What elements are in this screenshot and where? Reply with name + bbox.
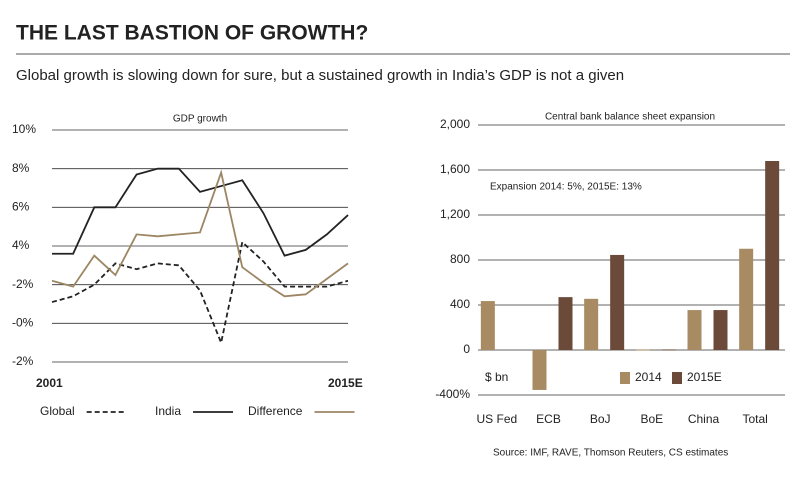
bar (584, 298, 599, 350)
y-tick-label: 2,000 (440, 117, 470, 131)
y-tick-label: -400% (435, 387, 470, 401)
y-tick-label: -0% (12, 316, 34, 330)
y-tick-label: 8% (12, 161, 30, 175)
chart-title: Central bank balance sheet expansion (545, 112, 715, 123)
y-tick-label: 1,200 (440, 207, 470, 221)
y-tick-label: 4% (12, 238, 30, 252)
annotation: $ bn (485, 370, 508, 384)
y-tick-label: -2% (12, 354, 34, 368)
bar (687, 310, 702, 350)
legend-swatch (620, 372, 630, 384)
x-tick-label: BoJ (590, 412, 611, 426)
bar (739, 248, 754, 350)
bar (713, 310, 728, 350)
subtitle: Global growth is slowing down for sure, … (16, 67, 624, 84)
bar (610, 254, 625, 350)
y-tick-label: -2% (12, 277, 34, 291)
y-tick-label: 800 (450, 252, 470, 266)
legend-label: 2015E (687, 370, 722, 384)
bar (635, 349, 650, 351)
legend-swatch (672, 372, 682, 384)
bar (661, 349, 676, 351)
y-tick-label: 400 (450, 297, 470, 311)
annotation: Expansion 2014: 5%, 2015E: 13% (490, 182, 642, 193)
x-tick-label: 2001 (36, 376, 63, 390)
y-tick-label: 0 (463, 342, 470, 356)
y-tick-label: 10% (12, 122, 36, 136)
series-line (51, 240, 349, 346)
x-tick-label: BoE (640, 412, 663, 426)
bar (480, 301, 495, 350)
bar (532, 350, 547, 390)
x-tick-label: Total (742, 412, 767, 426)
legend-label: India (155, 404, 181, 418)
page-title: THE LAST BASTION OF GROWTH? (16, 22, 368, 45)
y-tick-label: 1,600 (440, 162, 470, 176)
source: Source: IMF, RAVE, Thomson Reuters, CS e… (493, 448, 728, 459)
x-tick-label: 2015E (328, 376, 363, 390)
x-tick-label: US Fed (476, 412, 517, 426)
legend-label: 2014 (635, 370, 662, 384)
bar (558, 297, 573, 350)
chart-title: GDP growth (173, 114, 227, 125)
y-tick-label: 6% (12, 200, 30, 214)
series-line (52, 167, 349, 257)
x-tick-label: China (688, 412, 720, 426)
bar (765, 161, 780, 350)
legend-label: Global (40, 404, 75, 418)
legend-label: Difference (248, 404, 303, 418)
series-line (51, 169, 349, 298)
x-tick-label: ECB (536, 412, 561, 426)
